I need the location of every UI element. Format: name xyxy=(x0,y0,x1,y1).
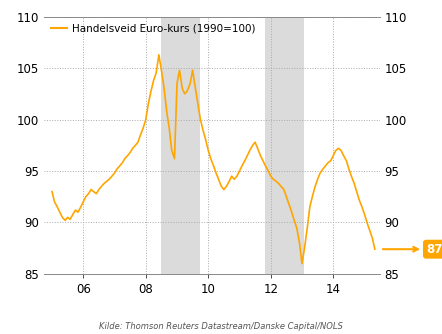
Legend: Handelsveid Euro-kurs (1990=100): Handelsveid Euro-kurs (1990=100) xyxy=(50,22,258,36)
Bar xyxy=(266,17,305,274)
Text: 87,4: 87,4 xyxy=(383,243,442,256)
Bar xyxy=(161,17,200,274)
Text: Kilde: Thomson Reuters Datastream/Danske Capital/NOLS: Kilde: Thomson Reuters Datastream/Danske… xyxy=(99,322,343,331)
